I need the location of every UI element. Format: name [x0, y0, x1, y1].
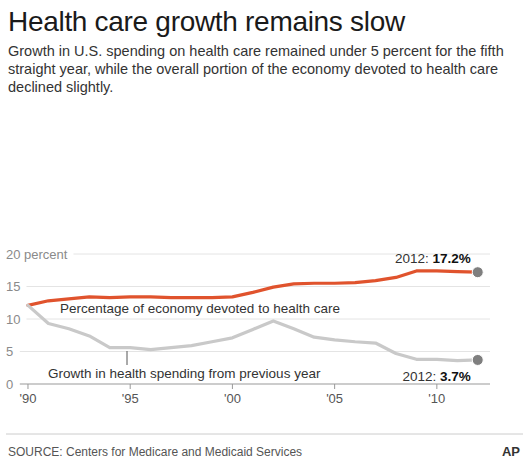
end-label: 2012: 3.7% [402, 369, 470, 384]
leader-line [127, 351, 128, 365]
end-label-part: 17.2% [432, 251, 470, 266]
footer-rule [6, 434, 523, 435]
series-label: Growth in health spending from previous … [48, 366, 321, 381]
source: SOURCE: Centers for Medicare and Medicai… [8, 445, 302, 459]
y-tick-label: 0 [6, 377, 13, 392]
x-axis: '90 '95 '00 '05 '10 [20, 384, 490, 406]
y-tick-label: 10 [6, 312, 20, 327]
y-tick-label: 20 percent [6, 247, 68, 262]
x-tick-label: '10 [428, 391, 445, 406]
x-tick [130, 384, 131, 389]
end-label-part: 2012: [402, 369, 440, 384]
grid-line [26, 286, 490, 287]
x-tick-label: '90 [20, 391, 37, 406]
y-tick-label: 15 [6, 279, 20, 294]
x-tick-label: '05 [326, 391, 343, 406]
credit: AP [502, 444, 520, 459]
grid-line [20, 351, 490, 352]
grid-line [26, 319, 490, 320]
x-tick [334, 384, 335, 389]
x-tick [436, 384, 437, 389]
x-tick-label: '95 [122, 391, 139, 406]
x-tick [232, 384, 233, 389]
x-tick-label: '00 [224, 391, 241, 406]
end-marker [472, 267, 483, 278]
series-label: Percentage of economy devoted to health … [60, 301, 340, 316]
chart: 0 5 10 15 20 percent '90 '95 '00 '05 '10 2012: 17.… [0, 0, 529, 469]
title: Health care growth remains slow [8, 6, 405, 38]
subtitle: Growth in U.S. spending on health care r… [8, 42, 513, 96]
end-label: 2012: 17.2% [395, 251, 471, 266]
y-tick-label: 5 [6, 344, 13, 359]
annotations: 2012: 17.2%2012: 3.7%Percentage of econo… [48, 251, 471, 384]
x-tick [27, 384, 28, 389]
end-markers [472, 267, 483, 366]
y-axis: 0 5 10 15 20 percent [6, 247, 490, 392]
end-marker [472, 354, 483, 365]
plot-area [28, 271, 478, 361]
end-label-part: 2012: [395, 251, 433, 266]
end-label-part: 3.7% [440, 369, 471, 384]
